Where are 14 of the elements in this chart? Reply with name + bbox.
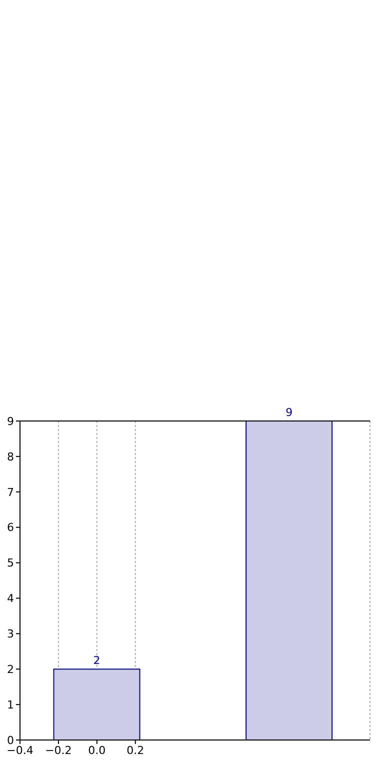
data-label: 2 xyxy=(93,654,100,668)
y-tick-label: 6 xyxy=(7,521,14,534)
y-tick-label: 7 xyxy=(7,486,14,499)
y-tick-label: 1 xyxy=(7,698,14,712)
y-tick-label: 2 xyxy=(7,663,14,676)
y-tick-label: 3 xyxy=(7,628,14,641)
x-tick-label: 0.2 xyxy=(126,744,144,757)
y-tick-label: 4 xyxy=(7,592,14,606)
y-tick-label: 8 xyxy=(7,450,14,464)
x-tick-label: −0.2 xyxy=(45,744,72,757)
data-label: 9 xyxy=(286,406,293,419)
y-tick-label: 5 xyxy=(7,556,14,570)
x-tick-label: 0.0 xyxy=(88,744,106,757)
y-tick-label: 9 xyxy=(7,414,14,428)
